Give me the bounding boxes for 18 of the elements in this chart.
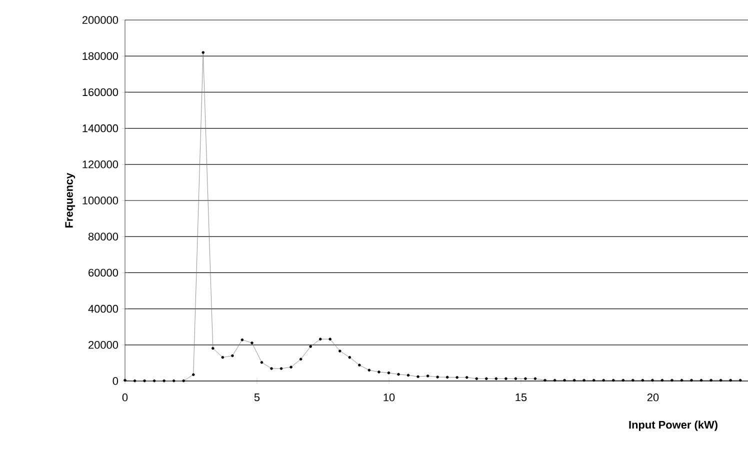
y-tick-label: 0 <box>112 377 118 385</box>
x-tick-label: 20 <box>647 394 659 402</box>
y-tick-label: 140000 <box>82 124 118 132</box>
y-tick-label: 180000 <box>82 52 118 60</box>
y-tick-label: 40000 <box>88 304 118 313</box>
y-tick-label: 200000 <box>82 16 118 24</box>
y-tick-label: 60000 <box>88 268 118 277</box>
y-axis-title: Frequency <box>65 172 76 228</box>
x-axis-title: Input Power (kW) <box>629 420 718 431</box>
x-tick-label: 5 <box>254 394 260 402</box>
y-tick-label: 160000 <box>82 88 118 96</box>
x-tick-label: 0 <box>122 394 128 402</box>
x-tick-label: 10 <box>384 394 395 402</box>
y-tick-label: 100000 <box>82 196 118 204</box>
y-tick-label: 20000 <box>88 341 118 349</box>
x-tick-label: 15 <box>516 394 527 402</box>
y-tick-label: 120000 <box>82 160 118 168</box>
y-tick-label: 80000 <box>88 232 118 240</box>
